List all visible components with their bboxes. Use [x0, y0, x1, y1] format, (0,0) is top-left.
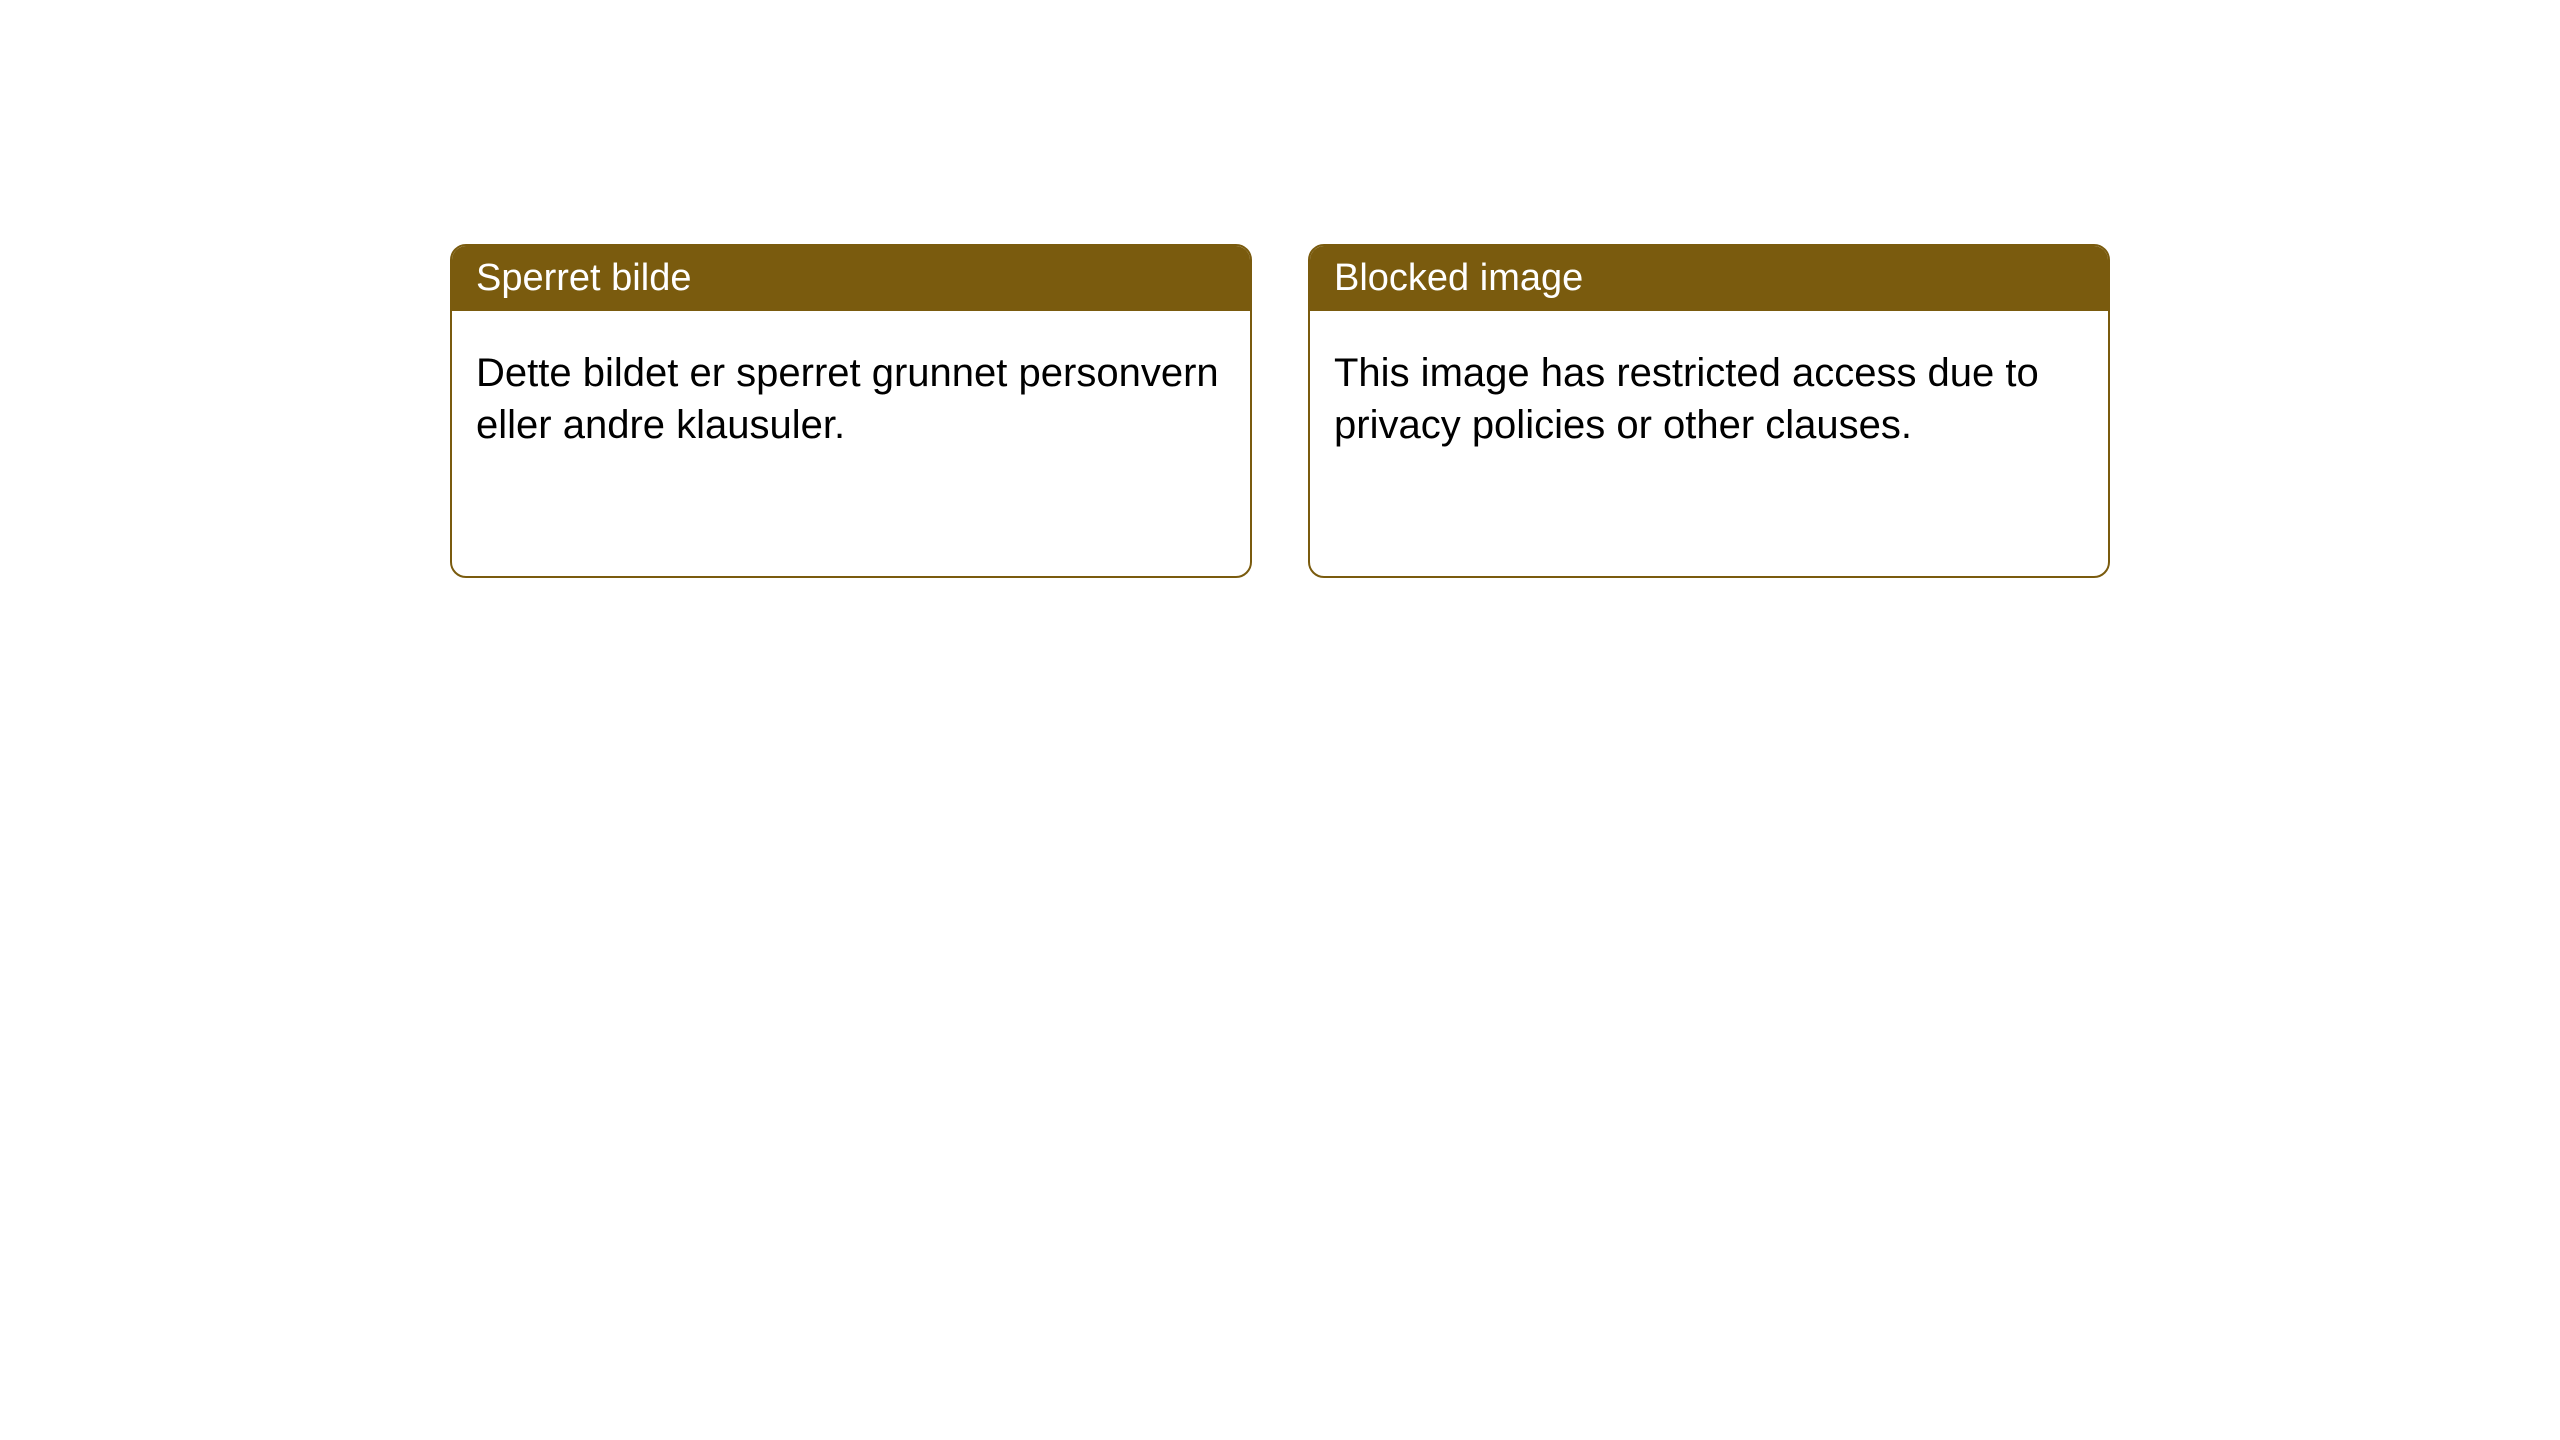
panel-title-english: Blocked image — [1310, 246, 2108, 311]
panel-english: Blocked image This image has restricted … — [1308, 244, 2110, 578]
panel-body-norwegian: Dette bildet er sperret grunnet personve… — [452, 311, 1250, 487]
panel-norwegian: Sperret bilde Dette bildet er sperret gr… — [450, 244, 1252, 578]
panel-title-norwegian: Sperret bilde — [452, 246, 1250, 311]
blocked-image-panels: Sperret bilde Dette bildet er sperret gr… — [450, 244, 2110, 578]
panel-body-english: This image has restricted access due to … — [1310, 311, 2108, 487]
